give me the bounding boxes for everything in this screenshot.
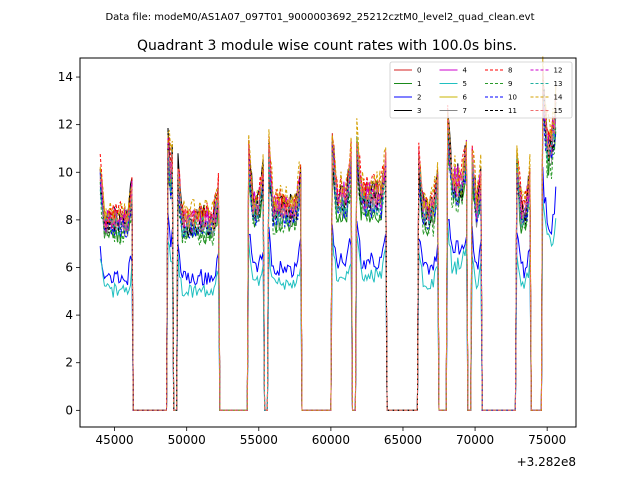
series-line-2 bbox=[99, 166, 557, 411]
x-axis: 45000 50000 55000 60000 65000 70000 75000 bbox=[96, 427, 566, 447]
legend-label-15: 15 bbox=[554, 107, 563, 115]
x-tick-label: 55000 bbox=[240, 433, 278, 447]
legend-label-3: 3 bbox=[417, 107, 421, 115]
series-line-13 bbox=[99, 95, 557, 411]
series-line-15 bbox=[99, 67, 557, 411]
y-tick-label: 4 bbox=[65, 308, 73, 322]
legend-label-1: 1 bbox=[417, 80, 421, 88]
x-tick-label: 65000 bbox=[384, 433, 422, 447]
y-tick-label: 0 bbox=[65, 403, 73, 417]
legend-label-14: 14 bbox=[554, 94, 563, 102]
legend-label-2: 2 bbox=[417, 94, 421, 102]
x-tick-label: 70000 bbox=[456, 433, 494, 447]
series-line-14 bbox=[99, 56, 557, 411]
legend-label-13: 13 bbox=[554, 80, 563, 88]
series-line-6 bbox=[99, 67, 557, 411]
x-tick-label: 60000 bbox=[312, 433, 350, 447]
y-tick-label: 12 bbox=[58, 118, 73, 132]
legend-label-7: 7 bbox=[463, 107, 467, 115]
legend-label-8: 8 bbox=[508, 67, 512, 75]
x-tick-label: 45000 bbox=[96, 433, 134, 447]
legend-label-4: 4 bbox=[463, 67, 468, 75]
y-tick-label: 8 bbox=[65, 213, 73, 227]
y-axis: 0 2 4 6 8 10 12 14 bbox=[58, 70, 80, 417]
y-tick-label: 2 bbox=[65, 356, 73, 370]
series-line-5 bbox=[99, 199, 557, 411]
chart-title: Quadrant 3 module wise count rates with … bbox=[137, 38, 517, 54]
series-line-12 bbox=[99, 97, 557, 411]
legend-label-0: 0 bbox=[417, 67, 421, 75]
legend-label-5: 5 bbox=[463, 80, 467, 88]
series-line-10 bbox=[99, 88, 557, 411]
y-tick-label: 6 bbox=[65, 260, 73, 274]
legend-box bbox=[389, 61, 573, 119]
legend-label-10: 10 bbox=[508, 94, 517, 102]
x-tick-label: 50000 bbox=[168, 433, 206, 447]
x-tick-label: 75000 bbox=[528, 433, 566, 447]
legend-label-12: 12 bbox=[554, 67, 563, 75]
x-offset-label: +3.282e8 bbox=[517, 455, 576, 469]
axes-frame bbox=[79, 57, 577, 428]
y-tick-label: 10 bbox=[58, 165, 73, 179]
legend-label-9: 9 bbox=[508, 80, 512, 88]
y-tick-label: 14 bbox=[58, 70, 73, 84]
legend-label-6: 6 bbox=[463, 94, 468, 102]
plot-lines bbox=[99, 56, 557, 411]
legend-label-11: 11 bbox=[508, 107, 517, 115]
chart-suptitle: Data file: modeM0/AS1A07_097T01_90000036… bbox=[105, 12, 534, 23]
